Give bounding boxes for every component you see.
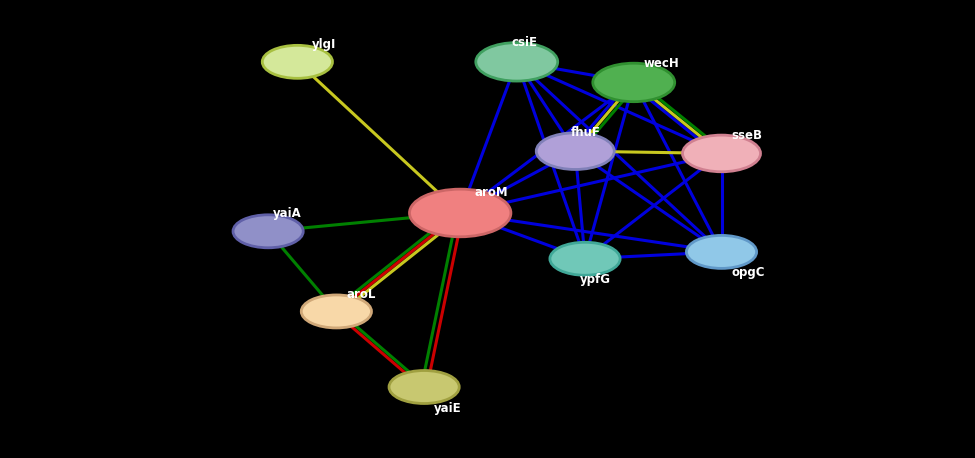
Text: aroM: aroM [475,186,508,199]
Text: yaiE: yaiE [434,403,461,415]
Text: ypfG: ypfG [580,273,611,286]
Circle shape [301,295,371,328]
Circle shape [262,45,332,78]
Text: aroL: aroL [346,288,375,300]
Text: wecH: wecH [644,57,680,70]
Text: sseB: sseB [731,129,762,142]
Circle shape [410,189,511,237]
Circle shape [686,235,757,268]
Text: csiE: csiE [512,36,538,49]
Text: fhuF: fhuF [570,126,601,139]
Text: opgC: opgC [731,267,764,279]
Circle shape [476,43,558,81]
Circle shape [389,371,459,403]
Circle shape [682,135,761,172]
Text: yaiA: yaiA [273,207,301,220]
Circle shape [536,133,614,169]
Circle shape [233,215,303,248]
Circle shape [550,242,620,275]
Text: ylgI: ylgI [312,38,336,51]
Circle shape [593,63,675,102]
